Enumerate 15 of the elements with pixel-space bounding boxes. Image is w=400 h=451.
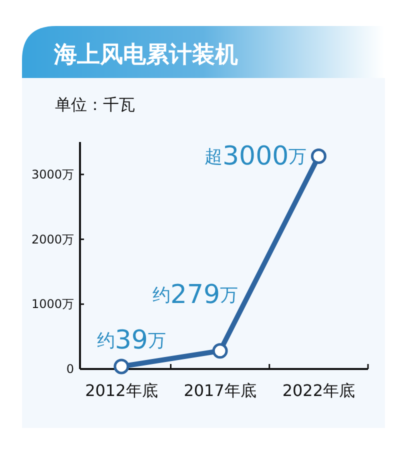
y-tick-label: 1000万 xyxy=(31,297,74,312)
x-tick-label: 2017年底 xyxy=(184,381,256,400)
data-label: 约39万 xyxy=(96,325,166,356)
chart-subtitle: 单位：千瓦 xyxy=(55,95,135,114)
y-tick-label: 3000万 xyxy=(31,167,74,182)
x-tick-label: 2012年底 xyxy=(85,381,158,400)
data-label: 约279万 xyxy=(152,280,238,310)
chart-title: 海上风电累计装机 xyxy=(53,42,238,68)
point xyxy=(212,343,228,359)
x-tick-label: 2022年底 xyxy=(282,381,356,400)
y-tick-label: 0 xyxy=(66,362,74,376)
point xyxy=(114,358,130,374)
data-label: 超3000万 xyxy=(204,141,307,172)
y-tick-label: 2000万 xyxy=(31,232,74,246)
point xyxy=(310,148,326,164)
